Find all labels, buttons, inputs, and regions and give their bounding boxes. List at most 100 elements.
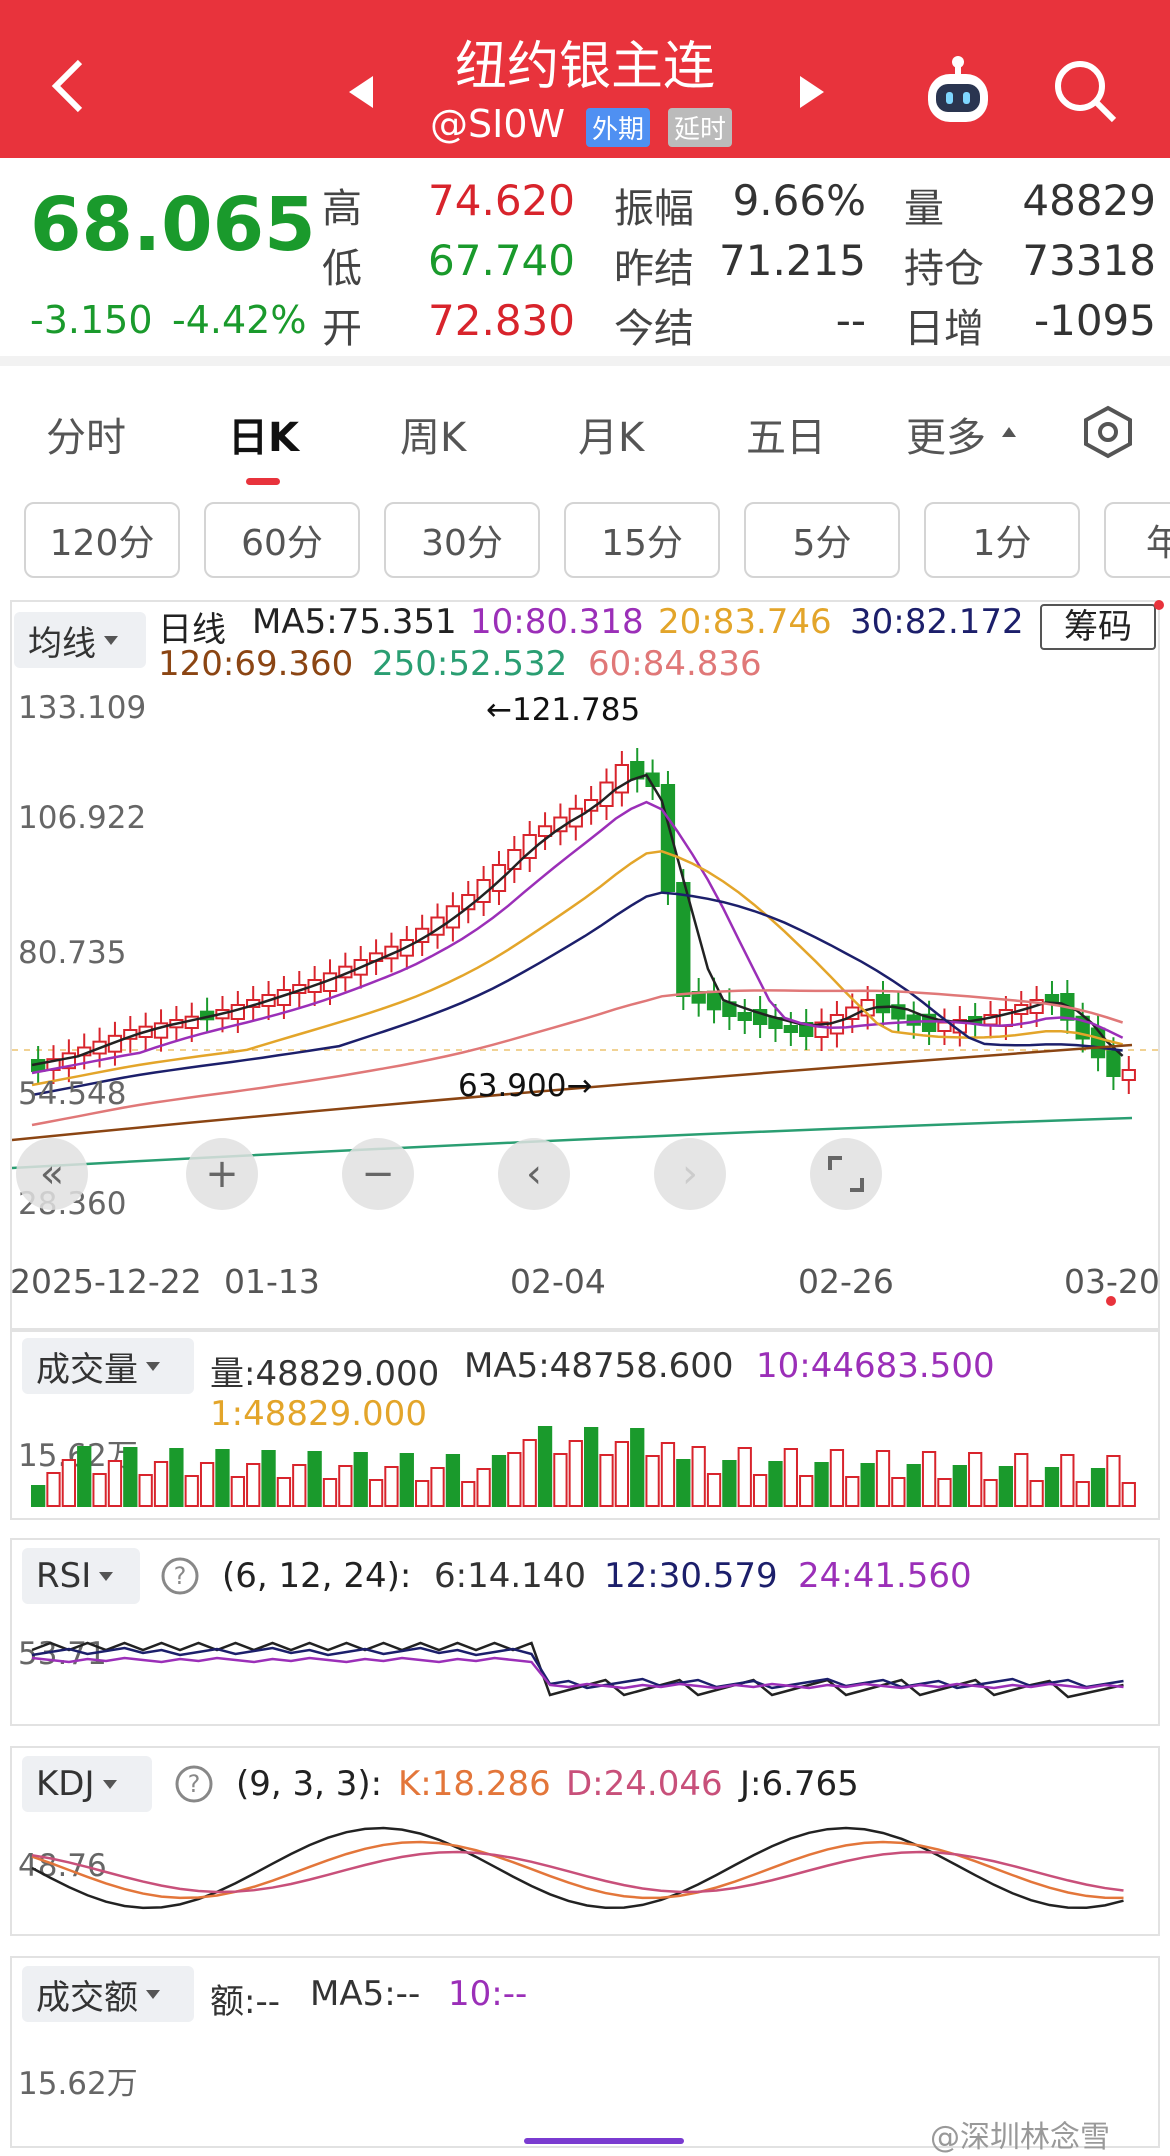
period-5min[interactable]: 5分	[744, 502, 900, 578]
chevron-down-icon	[99, 1572, 114, 1581]
daily-change-value: -1095	[1033, 296, 1156, 345]
volume-bar	[461, 1481, 476, 1507]
volume-ma1: 1:48829.000	[210, 1394, 427, 1434]
tab-weekly-k[interactable]: 周K	[400, 415, 467, 461]
volume-bar	[998, 1466, 1014, 1507]
search-icon[interactable]	[1052, 58, 1118, 124]
volume-bar	[676, 1459, 691, 1507]
volume-bar	[952, 1465, 967, 1507]
volume-bar	[921, 1451, 937, 1507]
price-change-pct: -4.42%	[172, 298, 307, 342]
zoom-in-button[interactable]: +	[186, 1138, 258, 1210]
volume-bar	[338, 1465, 353, 1507]
volume-bar	[353, 1452, 368, 1507]
kdj-selector[interactable]: KDJ	[22, 1756, 152, 1812]
rsi6-value: 6:14.140	[434, 1556, 587, 1596]
ma-selector[interactable]: 均线	[14, 612, 146, 668]
scroll-right-button[interactable]: ›	[654, 1138, 726, 1210]
zoom-out-button[interactable]: −	[342, 1138, 414, 1210]
volume-bar	[799, 1475, 814, 1507]
period-30min[interactable]: 30分	[384, 502, 540, 578]
chip-distribution-button[interactable]: 筹码	[1040, 604, 1156, 650]
tab-intraday[interactable]: 分时	[46, 415, 126, 461]
volume-ma10: 10:44683.500	[756, 1346, 995, 1386]
chevron-down-icon	[146, 1362, 160, 1371]
settings-hexagon-icon[interactable]	[1080, 404, 1136, 460]
volume-bar	[645, 1455, 660, 1507]
ma30-line	[31, 891, 1123, 1097]
volume-bar	[322, 1478, 338, 1507]
volume-label: 量	[904, 186, 944, 232]
amount-panel	[10, 1956, 1160, 2148]
volume-bar	[77, 1446, 92, 1507]
today-settle-label: 今结	[614, 306, 694, 352]
volume-ma5: MA5:48758.600	[464, 1346, 734, 1386]
rsi24-line	[31, 1656, 1124, 1690]
volume-selector[interactable]: 成交量	[22, 1338, 194, 1394]
volume-bar	[169, 1448, 184, 1507]
volume-bar	[46, 1472, 61, 1507]
low-marker: 63.900→	[458, 1068, 593, 1104]
caret-up-icon	[1002, 427, 1016, 437]
volume-bar	[599, 1454, 614, 1507]
period-year[interactable]: 年	[1104, 502, 1170, 578]
help-icon[interactable]: ?	[174, 1764, 214, 1804]
amount-selector[interactable]: 成交额	[22, 1966, 194, 2022]
robot-assistant-icon[interactable]	[918, 52, 998, 132]
candle	[1106, 1050, 1121, 1077]
foreign-tag: 外期	[586, 108, 651, 147]
rsi-panel	[10, 1538, 1160, 1726]
period-120min[interactable]: 120分	[24, 502, 180, 578]
high-marker: ←121.785	[486, 692, 641, 728]
fullscreen-button[interactable]	[810, 1138, 882, 1210]
back-icon[interactable]	[48, 56, 88, 116]
amount-tick: 15.62万	[18, 2066, 138, 2102]
notification-dot	[1154, 600, 1164, 610]
volume-bar	[860, 1463, 875, 1507]
prev-settle-value: 71.215	[719, 236, 866, 285]
help-icon[interactable]: ?	[160, 1556, 200, 1596]
period-60min[interactable]: 60分	[204, 502, 360, 578]
page-title: 纽约银主连	[454, 37, 715, 97]
low-label: 低	[322, 246, 362, 292]
tab-monthly-k[interactable]: 月K	[578, 415, 645, 461]
volume-bar	[430, 1467, 445, 1507]
volume-selector-label: 成交量	[36, 1349, 138, 1390]
price-change: -3.150	[30, 298, 153, 342]
ma5-line	[31, 773, 1124, 1067]
ma120-line	[12, 1043, 1133, 1142]
open-interest-value: 73318	[1022, 236, 1156, 285]
prev-contract-icon[interactable]	[345, 74, 377, 110]
volume-bar	[691, 1446, 706, 1507]
period-1min[interactable]: 1分	[924, 502, 1080, 578]
volume-bar	[537, 1426, 553, 1507]
svg-text:?: ?	[174, 1562, 187, 1590]
volume-bar	[123, 1447, 138, 1507]
kdj-j-value: J:6.765	[740, 1764, 859, 1804]
scroll-left-button[interactable]: ‹	[498, 1138, 570, 1210]
candle	[1121, 1069, 1136, 1081]
period-15min[interactable]: 15分	[564, 502, 720, 578]
jump-start-button[interactable]: «	[16, 1138, 88, 1210]
volume-bar	[246, 1463, 261, 1507]
tab-more[interactable]: 更多	[906, 415, 986, 461]
next-contract-icon[interactable]	[796, 74, 828, 110]
volume-bar	[1060, 1454, 1075, 1507]
rsi24-value: 24:41.560	[798, 1556, 972, 1596]
tab-five-day[interactable]: 五日	[746, 415, 826, 461]
delay-tag: 延时	[668, 108, 733, 147]
x-tick-2: 01-13	[224, 1262, 320, 1301]
volume-bar	[199, 1462, 215, 1507]
y-tick-1: 133.109	[18, 690, 147, 726]
volume-bar	[61, 1459, 77, 1507]
kdj-params: (9, 3, 3):	[236, 1764, 383, 1804]
kdj-chart	[31, 1826, 1124, 1910]
volume-bar	[737, 1447, 752, 1507]
rsi12-line	[31, 1646, 1124, 1690]
tab-daily-k[interactable]: 日K	[228, 415, 299, 461]
kdj-j-line	[31, 1826, 1124, 1910]
volume-bar	[706, 1473, 722, 1507]
volume-bar	[660, 1442, 676, 1507]
rsi-selector[interactable]: RSI	[22, 1548, 140, 1604]
volume-bar	[845, 1476, 860, 1507]
